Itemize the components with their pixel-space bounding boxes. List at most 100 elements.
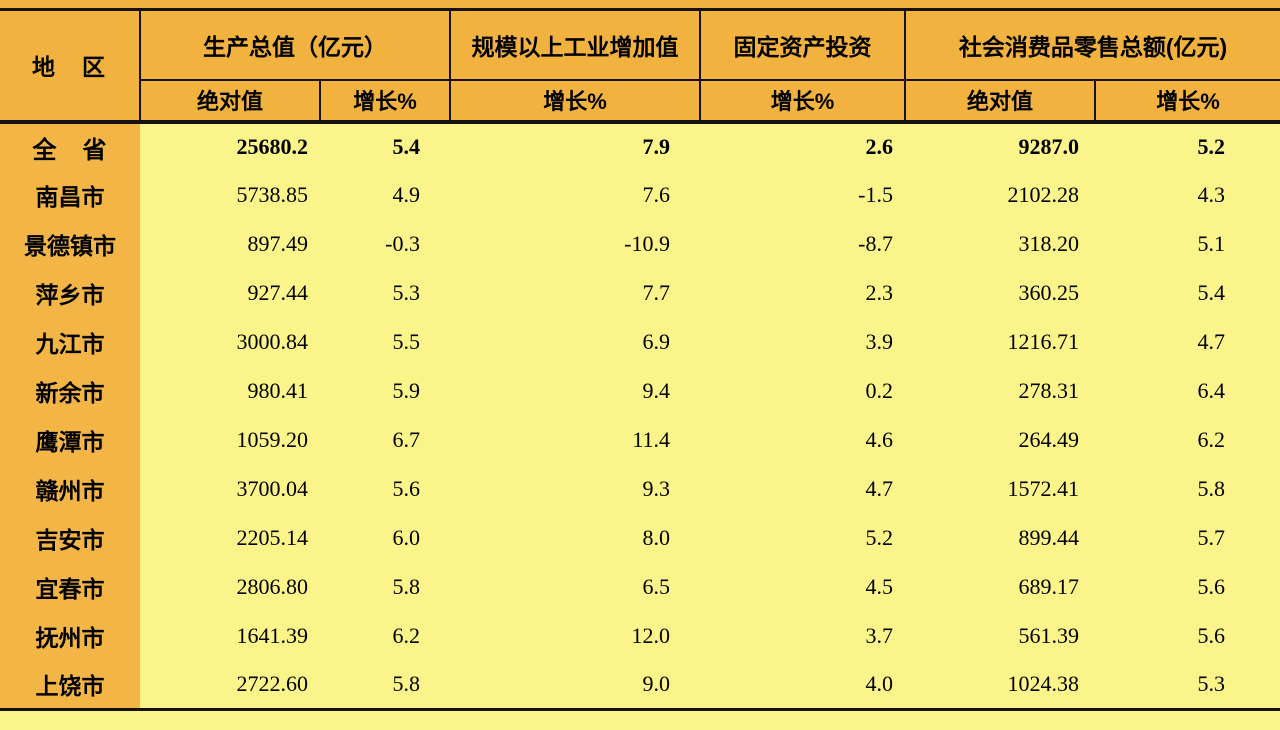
investment-growth-cell: -1.5 [858,182,893,207]
region-cell: 九江市 [0,317,140,367]
industrial-growth-cell: 7.7 [642,280,671,305]
gdp-absolute-cell: 5738.85 [236,182,309,207]
retail-absolute-cell: 9287.0 [1018,134,1080,159]
gdp-absolute-cell: 25680.2 [236,134,309,159]
investment-growth-cell: 4.0 [865,671,894,697]
table-row: 鹰潭市 1059.20 6.7 11.4 4.6 264.49 6.2 [0,415,1280,465]
gdp-growth-cell: -0.3 [385,231,420,256]
table-row: 吉安市 2205.14 6.0 8.0 5.2 899.44 5.7 [0,513,1280,563]
regional-statistics-table: 地 区 生产总值（亿元） 规模以上工业增加值 固定资产投资 社会消费品零售总额(… [0,8,1280,711]
retail-growth-cell: 5.8 [1197,476,1226,501]
investment-growth-cell: 3.9 [865,329,894,354]
col-group-gdp: 生产总值（亿元） [139,8,451,81]
col-header-gdp-growth: 增长% [319,78,451,124]
retail-absolute-cell: 899.44 [1018,525,1080,550]
region-cell: 景德镇市 [0,219,140,269]
industrial-growth-cell: 8.0 [642,525,671,550]
header-row-subcolumns: 绝对值 增长% 增长% 增长% 绝对值 增长% [0,78,1280,124]
industrial-growth-cell: 6.5 [642,574,671,599]
col-group-fixed-asset-investment: 固定资产投资 [699,8,906,81]
region-cell: 萍乡市 [0,268,140,318]
col-header-gdp-absolute: 绝对值 [139,78,321,124]
table-row: 宜春市 2806.80 5.8 6.5 4.5 689.17 5.6 [0,562,1280,612]
gdp-absolute-cell: 1059.20 [236,427,309,452]
retail-absolute-cell: 318.20 [1018,231,1080,256]
retail-absolute-cell: 2102.28 [1007,182,1080,207]
region-cell: 全 省 [0,121,140,171]
col-header-region: 地 区 [0,8,141,124]
gdp-growth-cell: 5.3 [392,280,421,305]
investment-growth-cell: 2.3 [865,280,894,305]
retail-absolute-cell: 264.49 [1018,427,1080,452]
gdp-absolute-cell: 3000.84 [236,329,309,354]
investment-growth-cell: 3.7 [865,623,894,648]
gdp-absolute-cell: 980.41 [247,378,309,403]
gdp-growth-cell: 5.4 [392,134,421,159]
top-bleed-strip [0,0,1280,8]
investment-growth-cell: 0.2 [865,378,894,403]
region-cell: 鹰潭市 [0,415,140,465]
retail-absolute-cell: 278.31 [1018,378,1080,403]
table-header: 地 区 生产总值（亿元） 规模以上工业增加值 固定资产投资 社会消费品零售总额(… [0,8,1280,124]
investment-growth-cell: 5.2 [865,525,894,550]
table-row: 新余市 980.41 5.9 9.4 0.2 278.31 6.4 [0,366,1280,416]
investment-growth-cell: -8.7 [858,231,893,256]
region-cell: 新余市 [0,366,140,416]
region-cell: 吉安市 [0,513,140,563]
gdp-growth-cell: 6.7 [392,427,421,452]
region-cell: 赣州市 [0,464,140,514]
industrial-growth-cell: 9.0 [642,671,671,697]
retail-absolute-cell: 689.17 [1018,574,1080,599]
gdp-absolute-cell: 2205.14 [236,525,309,550]
gdp-growth-cell: 5.9 [392,378,421,403]
gdp-growth-cell: 6.2 [392,623,421,648]
investment-growth-cell: 4.5 [865,574,894,599]
retail-absolute-cell: 561.39 [1018,623,1080,648]
table-row: 九江市 3000.84 5.5 6.9 3.9 1216.71 4.7 [0,317,1280,367]
retail-growth-cell: 4.7 [1197,329,1226,354]
investment-growth-cell: 4.7 [865,476,894,501]
table-row: 景德镇市 897.49 -0.3 -10.9 -8.7 318.20 5.1 [0,219,1280,269]
gdp-absolute-cell: 2806.80 [236,574,309,599]
retail-growth-cell: 5.6 [1197,623,1226,648]
gdp-absolute-cell: 1641.39 [236,623,309,648]
industrial-growth-cell: 9.3 [642,476,671,501]
gdp-growth-cell: 5.6 [392,476,421,501]
gdp-growth-cell: 5.8 [392,574,421,599]
industrial-growth-cell: 12.0 [631,623,671,648]
industrial-growth-cell: 6.9 [642,329,671,354]
retail-absolute-cell: 360.25 [1018,280,1080,305]
retail-absolute-cell: 1572.41 [1007,476,1080,501]
gdp-absolute-cell: 927.44 [247,280,309,305]
retail-growth-cell: 5.6 [1197,574,1226,599]
industrial-growth-cell: -10.9 [624,231,670,256]
col-group-retail-sales: 社会消费品零售总额(亿元) [903,8,1280,81]
table-row: 南昌市 5738.85 4.9 7.6 -1.5 2102.28 4.3 [0,170,1280,220]
gdp-absolute-cell: 2722.60 [236,671,309,697]
retail-growth-cell: 5.4 [1197,280,1226,305]
gdp-growth-cell: 5.5 [392,329,421,354]
col-group-industrial-added-value: 规模以上工业增加值 [449,8,701,81]
table-row: 上饶市 2722.60 5.8 9.0 4.0 1024.38 5.3 [0,660,1280,710]
gdp-growth-cell: 4.9 [392,182,421,207]
table-row: 萍乡市 927.44 5.3 7.7 2.3 360.25 5.4 [0,268,1280,318]
region-cell: 宜春市 [0,562,140,612]
table-row: 赣州市 3700.04 5.6 9.3 4.7 1572.41 5.8 [0,464,1280,514]
retail-absolute-cell: 1024.38 [1007,671,1080,697]
investment-growth-cell: 2.6 [865,134,894,159]
retail-absolute-cell: 1216.71 [1007,329,1080,354]
gdp-absolute-cell: 897.49 [247,231,309,256]
col-header-investment-growth: 增长% [699,78,906,124]
table-body: 全 省 25680.2 5.4 7.9 2.6 9287.0 5.2 南昌市 5… [0,121,1280,710]
industrial-growth-cell: 11.4 [632,427,670,452]
gdp-growth-cell: 5.8 [392,671,421,697]
gdp-growth-cell: 6.0 [392,525,421,550]
col-header-retail-absolute: 绝对值 [904,78,1096,124]
industrial-growth-cell: 9.4 [642,378,671,403]
retail-growth-cell: 6.4 [1197,378,1226,403]
region-cell: 南昌市 [0,170,140,220]
gdp-absolute-cell: 3700.04 [236,476,309,501]
retail-growth-cell: 6.2 [1197,427,1226,452]
retail-growth-cell: 4.3 [1197,182,1226,207]
